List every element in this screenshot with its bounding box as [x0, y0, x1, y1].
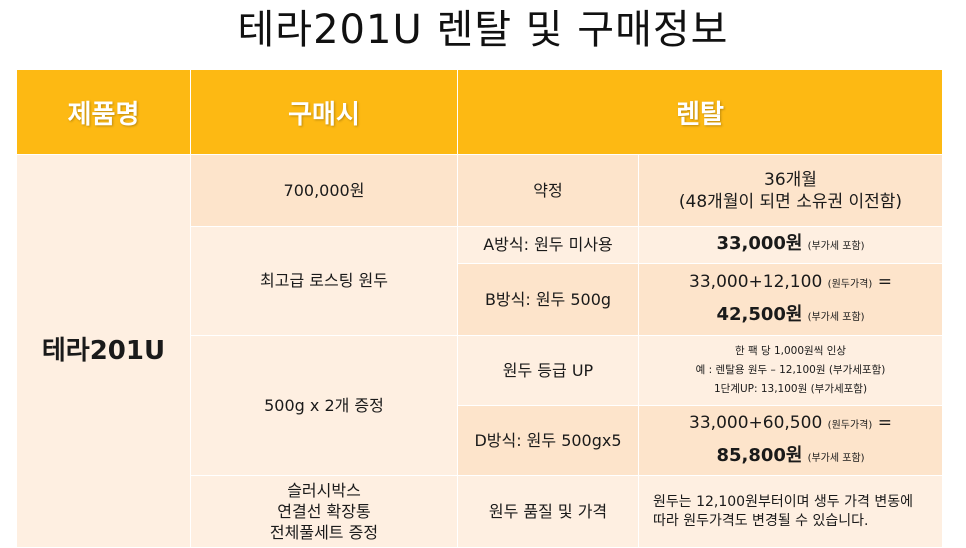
plan-d-equals: =: [877, 412, 892, 433]
plan-b-calc-note: (원두가격): [827, 278, 873, 290]
plan-d-vat: (부가세 포함): [807, 452, 865, 464]
contract-term-cell: 36개월 (48개월이 되면 소유권 이전함): [638, 154, 943, 227]
grade-up-line1: 한 팩 당 1,000원씩 인상: [734, 345, 847, 357]
grade-up-line3: 1단계UP: 13,100원 (부가세포함): [713, 383, 868, 395]
benefit-coffee-cell: 최고급 로스팅 원두: [190, 226, 458, 336]
header-rental: 렌탈: [457, 69, 943, 155]
plan-d-price: 85,800원: [716, 444, 803, 466]
rental-purchase-table: 제품명 구매시 렌탈 테라201U 700,000원 약정 36개월 (48개월…: [16, 69, 943, 548]
benefit-set-cell: 슬러시박스 연결선 확장통 전체풀세트 증정: [190, 475, 458, 548]
contract-term-line2: (48개월이 되면 소유권 이전함): [678, 191, 903, 212]
page-title: 테라201U 렌탈 및 구매정보: [237, 7, 729, 53]
table-row: 테라201U 700,000원 약정 36개월 (48개월이 되면 소유권 이전…: [16, 154, 943, 548]
product-name-cell: 테라201U: [16, 154, 191, 548]
header-product: 제품명: [16, 69, 191, 155]
table-row: 슬러시박스 연결선 확장통 전체풀세트 증정 원두 품질 및 가격 원두는 12…: [17, 475, 943, 548]
grade-up-label: 원두 등급 UP: [457, 335, 639, 406]
grade-up-line2: 예 : 렌탈용 원두 – 12,100원 (부가세포함): [695, 364, 886, 376]
plan-b-vat: (부가세 포함): [807, 311, 865, 323]
plan-b-price-cell: 33,000+12,100 (원두가격) = 42,500원 (부가세 포함): [638, 263, 943, 336]
benefit-set-line1: 슬러시박스: [287, 481, 361, 500]
contract-term-line1: 36개월: [764, 169, 817, 190]
plan-b-price: 42,500원: [716, 303, 803, 325]
table-row: 500g x 2개 증정 원두 등급 UP 한 팩 당 1,000원씩 인상 예…: [17, 335, 943, 476]
quality-line2: 따라 원두가격도 변경될 수 있습니다.: [653, 512, 869, 529]
purchase-price-cell: 700,000원: [190, 154, 458, 227]
plan-d-label: D방식: 원두 500gx5: [457, 405, 639, 476]
contract-label-cell: 약정: [457, 154, 639, 227]
grade-up-detail-cell: 한 팩 당 1,000원씩 인상 예 : 렌탈용 원두 – 12,100원 (부…: [638, 335, 943, 406]
plan-a-price-cell: 33,000원 (부가세 포함): [638, 226, 943, 264]
table-row: B방식: 원두 500g 33,000+12,100 (원두가격) = 42,5…: [17, 263, 943, 336]
quality-line1: 원두는 12,100원부터이며 생두 가격 변동에: [653, 493, 913, 510]
quality-detail-cell: 원두는 12,100원부터이며 생두 가격 변동에 따라 원두가격도 변경될 수…: [638, 475, 943, 548]
plan-d-calc: 33,000+60,500: [689, 412, 823, 433]
benefit-set-line2: 연결선 확장통: [277, 502, 371, 521]
plan-b-equals: =: [877, 271, 892, 292]
plan-a-vat: (부가세 포함): [807, 240, 865, 252]
plan-d-calc-note: (원두가격): [827, 419, 873, 431]
plan-d-price-cell: 33,000+60,500 (원두가격) = 85,800원 (부가세 포함): [638, 405, 943, 476]
header-purchase: 구매시: [190, 69, 458, 155]
benefit-set-line3: 전체풀세트 증정: [269, 523, 379, 542]
quality-label: 원두 품질 및 가격: [457, 475, 639, 548]
benefit-beans-cell: 500g x 2개 증정: [190, 335, 458, 476]
plan-a-label: A방식: 원두 미사용: [457, 226, 639, 264]
plan-a-price: 33,000원: [716, 232, 803, 254]
plan-b-calc: 33,000+12,100: [689, 271, 823, 292]
header-row: 제품명 구매시 렌탈: [16, 69, 943, 155]
plan-b-label: B방식: 원두 500g: [457, 263, 639, 336]
table-row: 최고급 로스팅 원두 A방식: 원두 미사용 33,000원 (부가세 포함): [17, 226, 943, 336]
